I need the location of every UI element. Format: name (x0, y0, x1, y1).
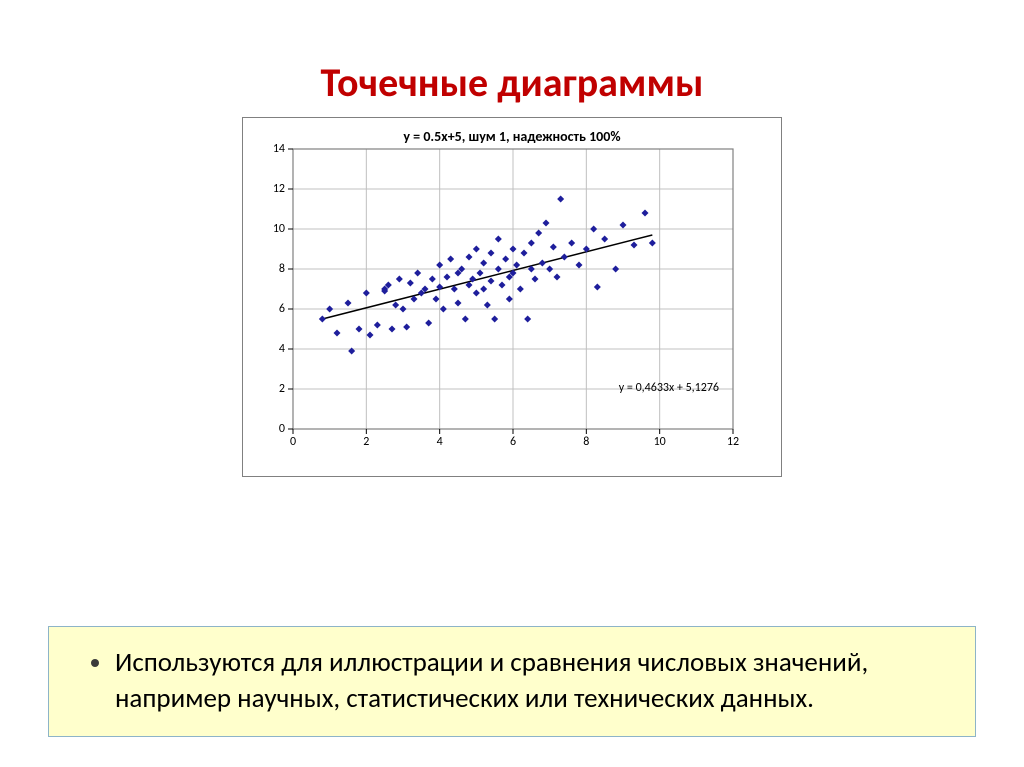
x-tick-label: 10 (645, 435, 675, 449)
y-tick-label: 0 (245, 422, 285, 436)
scatter-chart-container: y = 0.5x+5, шум 1, надежность 100% y = 0… (242, 117, 782, 477)
bullet-item: Используются для иллюстрации и сравнения… (91, 645, 953, 718)
bullet-icon (91, 659, 99, 667)
regression-equation: y = 0,4633x + 5,1276 (619, 381, 719, 395)
y-tick-label: 6 (245, 302, 285, 316)
x-tick-label: 12 (718, 435, 748, 449)
slide-title: Точечные диаграммы (0, 58, 1024, 107)
y-tick-label: 10 (245, 222, 285, 236)
y-tick-label: 12 (245, 182, 285, 196)
plot-area: y = 0,4633x + 5,1276 0246810121402468101… (293, 149, 733, 429)
x-tick-label: 6 (498, 435, 528, 449)
y-tick-label: 2 (245, 382, 285, 396)
description-box: Используются для иллюстрации и сравнения… (48, 626, 976, 737)
x-tick-label: 0 (278, 435, 308, 449)
x-tick-label: 2 (351, 435, 381, 449)
chart-title: y = 0.5x+5, шум 1, надежность 100% (243, 118, 781, 149)
y-tick-label: 4 (245, 342, 285, 356)
x-tick-label: 4 (425, 435, 455, 449)
y-tick-label: 8 (245, 262, 285, 276)
y-tick-label: 14 (245, 142, 285, 156)
slide: Точечные диаграммы y = 0.5x+5, шум 1, на… (0, 58, 1024, 767)
description-text: Используются для иллюстрации и сравнения… (115, 645, 953, 718)
x-tick-label: 8 (571, 435, 601, 449)
